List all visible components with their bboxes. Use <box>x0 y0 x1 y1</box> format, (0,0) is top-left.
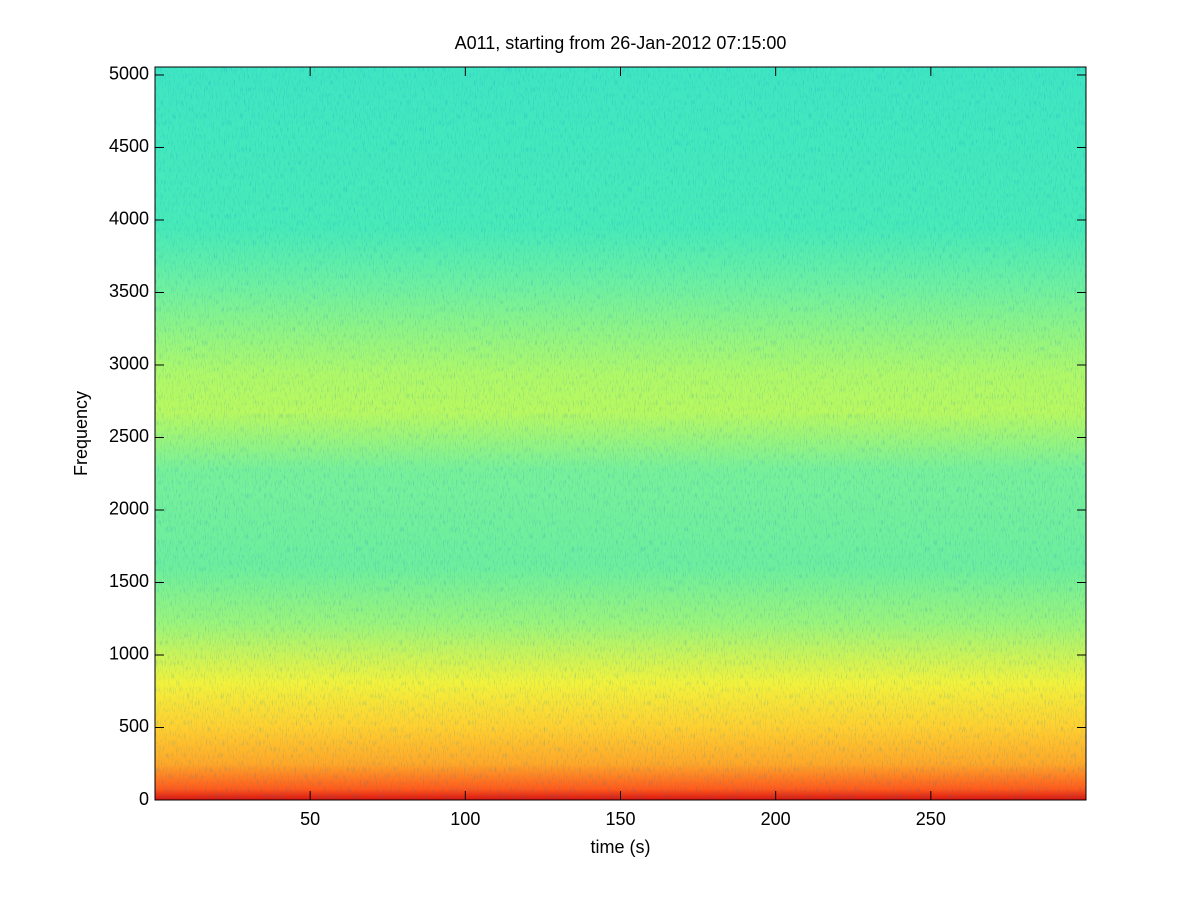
y-tick-label: 500 <box>119 716 149 736</box>
y-tick-label: 5000 <box>109 64 149 84</box>
y-tick-label: 4000 <box>109 209 149 229</box>
y-tick-label: 4500 <box>109 136 149 156</box>
y-tick-label: 2000 <box>109 499 149 519</box>
y-tick-label: 2500 <box>109 426 149 446</box>
y-tick-label: 1000 <box>109 644 149 664</box>
y-tick-label: 3000 <box>109 354 149 374</box>
x-tick-label: 250 <box>916 809 946 829</box>
chart-title: A011, starting from 26-Jan-2012 07:15:00 <box>455 33 787 53</box>
y-tick-label: 0 <box>139 789 149 809</box>
x-axis-label: time (s) <box>591 837 651 857</box>
y-axis-label: Frequency <box>71 391 91 476</box>
x-tick-label: 100 <box>450 809 480 829</box>
spectrogram-noise <box>155 67 1086 800</box>
y-tick-label: 3500 <box>109 281 149 301</box>
x-tick-label: 150 <box>605 809 635 829</box>
y-tick-label: 1500 <box>109 571 149 591</box>
x-tick-label: 50 <box>300 809 320 829</box>
plot-area <box>155 67 1086 800</box>
x-tick-label: 200 <box>761 809 791 829</box>
